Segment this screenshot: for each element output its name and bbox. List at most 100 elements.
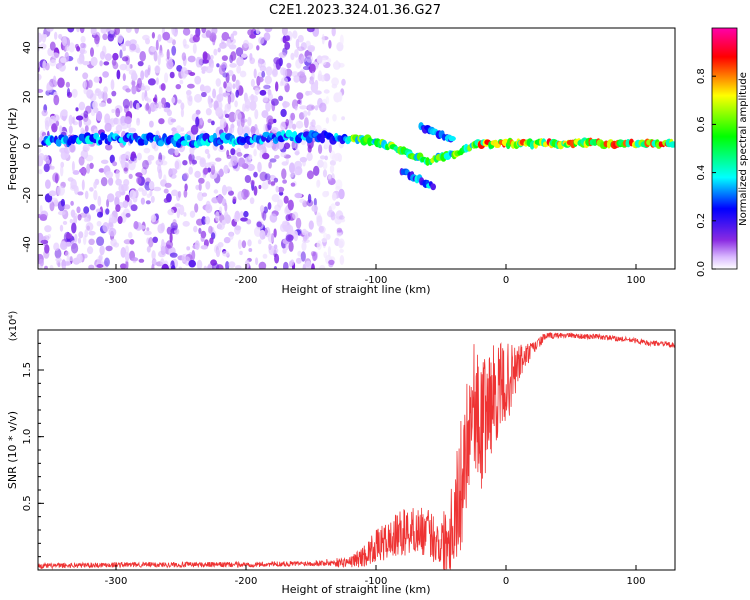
spectrogram-cell bbox=[313, 165, 320, 176]
spectrogram-cell bbox=[152, 236, 158, 243]
figure-title: C2E1.2023.324.01.36.G27 bbox=[269, 3, 441, 18]
spectrogram-cell bbox=[273, 57, 281, 65]
spectrogram-cell bbox=[84, 190, 89, 200]
spectrogram-cell bbox=[295, 38, 300, 49]
spectrogram-cell bbox=[119, 63, 128, 71]
spectrogram-cell bbox=[228, 161, 234, 168]
spectrogram-cell bbox=[258, 144, 267, 153]
spectrogram-cell bbox=[262, 152, 270, 160]
spectrogram-cell bbox=[169, 71, 175, 79]
spectrogram-cell bbox=[46, 28, 54, 32]
spectrogram-cell bbox=[200, 158, 205, 165]
spectrogram-cell bbox=[228, 190, 234, 196]
spectrogram-cell bbox=[259, 205, 265, 213]
spectrogram-cell bbox=[237, 191, 244, 201]
spectrogram-cell bbox=[316, 215, 323, 227]
colorbar-tick-label: 0.6 bbox=[696, 116, 707, 132]
spectrogram-cell bbox=[151, 32, 155, 39]
spectrogram-cell bbox=[115, 190, 122, 198]
spectrogram-cell bbox=[264, 28, 273, 33]
spectrogram-cell bbox=[145, 200, 151, 205]
spectrogram-cell bbox=[294, 49, 299, 58]
spectrogram-cell bbox=[198, 177, 205, 184]
spectrogram-cell bbox=[239, 250, 243, 256]
colorbar-gradient bbox=[711, 27, 738, 270]
spectrogram-cell bbox=[43, 163, 50, 173]
spectrogram-cell bbox=[153, 97, 157, 103]
spectrogram-x-tick-label: -300 bbox=[105, 275, 128, 286]
spectrogram-cell bbox=[295, 217, 302, 229]
spectrogram-cell bbox=[288, 241, 294, 252]
spectrogram-cell bbox=[105, 171, 114, 179]
spectrogram-cell bbox=[187, 83, 195, 89]
spectrogram-cell bbox=[52, 75, 57, 86]
spectrogram-cell bbox=[309, 121, 314, 126]
spectrogram-cell bbox=[71, 161, 75, 172]
spectrogram-cell bbox=[338, 215, 345, 220]
spectrogram-cell bbox=[72, 170, 80, 175]
spectrogram-cell bbox=[186, 246, 191, 251]
spectrogram-cell bbox=[49, 201, 55, 212]
spectrogram-cell bbox=[270, 181, 276, 186]
spectrogram-cell bbox=[74, 233, 78, 243]
spectrogram-cell bbox=[71, 88, 78, 98]
spectrogram-cell bbox=[124, 251, 130, 262]
spectrogram-cell bbox=[63, 204, 71, 210]
spectrogram-cell bbox=[78, 101, 86, 111]
spectrogram-cell bbox=[119, 49, 123, 59]
spectrogram-cell bbox=[195, 184, 200, 191]
spectrogram-cell bbox=[97, 195, 102, 207]
spectrogram-cell bbox=[246, 218, 252, 225]
spectrogram-cell bbox=[135, 102, 140, 111]
spectrogram-cell bbox=[166, 240, 173, 249]
spectrogram-cell bbox=[65, 251, 70, 257]
spectrogram-cell bbox=[112, 161, 118, 167]
spectrogram-cell bbox=[67, 28, 75, 33]
spectrogram-cell bbox=[171, 127, 177, 132]
spectrogram-cell bbox=[264, 75, 272, 85]
spectrogram-cell bbox=[114, 196, 120, 207]
spectrogram-cell bbox=[102, 71, 109, 78]
spectrogram-cell bbox=[283, 142, 291, 150]
spectrogram-cell bbox=[222, 92, 228, 97]
spectrogram-cell bbox=[103, 86, 108, 94]
spectrogram-cell bbox=[221, 219, 226, 226]
spectrogram-cell bbox=[61, 265, 66, 269]
spectrogram-cell bbox=[99, 50, 106, 60]
spectrogram-cell bbox=[60, 198, 65, 207]
spectrogram-cell bbox=[151, 263, 155, 269]
spectrogram-cell bbox=[142, 85, 151, 92]
spectrogram-cell bbox=[96, 220, 102, 227]
spectrogram-cell bbox=[290, 52, 295, 61]
spectrogram-cell bbox=[293, 75, 300, 83]
spectrogram-cell bbox=[158, 168, 163, 180]
spectrogram-cell bbox=[221, 55, 228, 61]
spectrogram-cell bbox=[319, 102, 327, 113]
spectrogram-cell bbox=[228, 261, 236, 268]
spectrogram-cell bbox=[171, 189, 179, 197]
spectrogram-cell bbox=[38, 153, 45, 161]
spectrogram-cell bbox=[267, 89, 272, 96]
spectrogram-cell bbox=[261, 181, 269, 190]
spectrogram-cell bbox=[308, 220, 314, 230]
spectrogram-cell bbox=[198, 182, 202, 191]
spectrogram-cell bbox=[161, 239, 165, 247]
spectrogram-cell bbox=[313, 197, 317, 207]
spectrogram-cell bbox=[284, 35, 290, 42]
spectrogram-cell bbox=[54, 31, 58, 40]
spectrogram-cell bbox=[128, 173, 133, 179]
spectrogram-cell bbox=[171, 45, 177, 56]
spectrogram-cell bbox=[178, 266, 182, 269]
spectrogram-cell bbox=[217, 194, 223, 204]
spectrogram-cell bbox=[188, 166, 193, 175]
spectrogram-cell bbox=[115, 204, 121, 213]
spectrogram-cell bbox=[190, 124, 199, 135]
spectrogram-cell bbox=[98, 168, 105, 173]
snr-x-ticks: -300 -200 -100 0 100 bbox=[105, 565, 646, 587]
spectrogram-cell bbox=[186, 91, 191, 101]
spectrogram-cell bbox=[192, 43, 197, 54]
spectrogram-cell bbox=[271, 194, 280, 203]
spectrogram-cell bbox=[166, 49, 170, 60]
spectrogram-cell bbox=[83, 118, 92, 126]
spectrogram-cell bbox=[98, 254, 103, 261]
